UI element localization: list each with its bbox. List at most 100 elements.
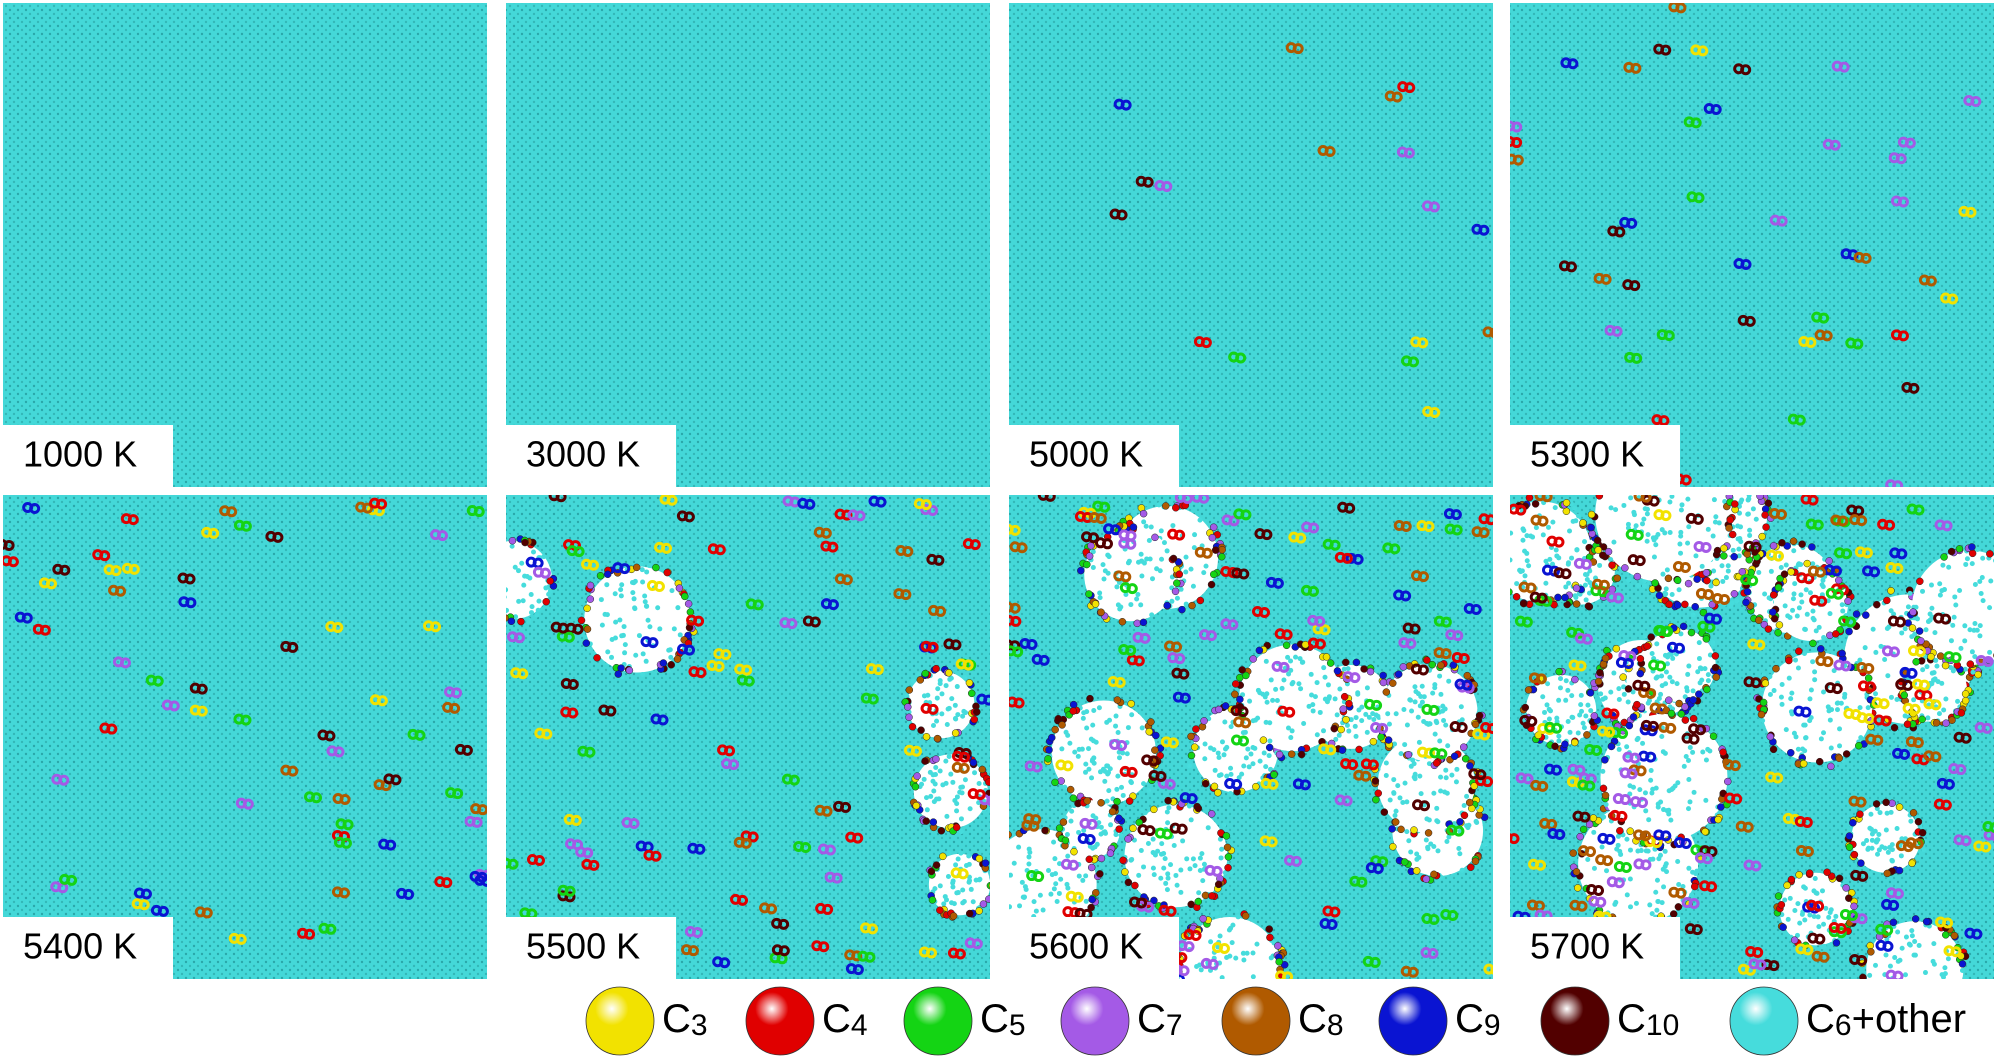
ring: [1116, 209, 1128, 221]
atom: [1083, 898, 1089, 904]
ring-atom: [1612, 644, 1621, 653]
atom: [1141, 781, 1147, 787]
ring-atom: [1955, 545, 1964, 553]
atom: [1306, 703, 1312, 709]
atom: [1624, 892, 1630, 898]
ring-atom: [1174, 986, 1181, 993]
ring: [1461, 679, 1473, 691]
ring: [605, 705, 617, 717]
ring: [557, 622, 569, 634]
ring-atom: [973, 708, 981, 716]
atom: [1064, 831, 1070, 837]
ring: [1660, 44, 1672, 56]
atom: [1611, 670, 1617, 676]
ring: [1630, 62, 1642, 74]
atom: [1878, 643, 1884, 649]
ring-atom: [1275, 750, 1284, 759]
ring-atom: [1785, 656, 1793, 665]
ring-atom: [1459, 743, 1468, 751]
atom: [1789, 711, 1795, 717]
ring: [818, 941, 830, 953]
ring-atom: [951, 729, 960, 737]
atom: [906, 709, 912, 715]
ring-atom: [1207, 580, 1216, 589]
ring-atom: [1057, 777, 1065, 785]
ring: [1227, 619, 1239, 631]
atom: [1933, 657, 1939, 663]
ring-atom: [1337, 725, 1345, 734]
ring-atom: [1555, 667, 1563, 676]
ring: [788, 774, 800, 786]
atom: [1065, 885, 1071, 891]
ring-atom: [932, 755, 940, 763]
ring: [1512, 154, 1524, 166]
ring-atom: [1572, 868, 1581, 876]
ring: [152, 675, 164, 687]
ring: [1429, 406, 1441, 418]
ring: [1114, 677, 1126, 689]
ring-atom: [1372, 795, 1380, 804]
ring-atom: [1124, 835, 1132, 843]
ring: [441, 877, 453, 889]
atom: [586, 646, 592, 652]
atom: [1723, 738, 1729, 744]
atom: [1920, 588, 1926, 594]
atom: [1891, 611, 1897, 617]
ring-atom: [1787, 568, 1795, 576]
atom: [1186, 803, 1192, 809]
ring: [1349, 672, 1361, 684]
atom: [1168, 862, 1174, 868]
atom: [622, 642, 628, 648]
atom: [1514, 581, 1520, 587]
atom: [535, 607, 541, 613]
atom: [1097, 769, 1103, 775]
atom: [1686, 865, 1692, 871]
atom: [1049, 872, 1055, 878]
ring-atom: [1912, 658, 1920, 666]
ring: [1478, 527, 1490, 539]
atom: [1958, 645, 1964, 651]
atom: [1197, 517, 1203, 523]
ring: [1329, 906, 1341, 918]
ring-atom: [1852, 610, 1861, 618]
atom: [1669, 592, 1675, 598]
ring-atom: [1790, 936, 1799, 944]
atom: [1737, 510, 1743, 516]
ring: [1190, 930, 1202, 942]
ring-atom: [1070, 847, 1078, 856]
ring: [741, 664, 753, 676]
ring: [1829, 139, 1841, 151]
ring-atom: [932, 861, 941, 869]
ring-atom: [904, 703, 912, 711]
atom: [947, 676, 953, 682]
ring: [242, 798, 254, 810]
atom: [1812, 677, 1818, 683]
atom: [1827, 717, 1833, 723]
atom: [1204, 984, 1209, 989]
atom: [1635, 735, 1641, 741]
atom: [1556, 733, 1562, 739]
ring-atom: [1772, 664, 1780, 673]
ring-atom: [1799, 759, 1808, 768]
atom: [1464, 793, 1470, 799]
atom: [1959, 967, 1965, 973]
ring-atom: [975, 854, 984, 863]
atom: [1459, 867, 1465, 873]
ring: [1897, 196, 1909, 208]
atom: [1404, 722, 1410, 728]
atom: [1215, 750, 1221, 756]
atom: [1585, 702, 1591, 708]
ring: [1440, 616, 1452, 628]
ring-atom: [932, 664, 940, 673]
ring: [1352, 553, 1364, 565]
atom: [1473, 818, 1479, 824]
atom: [1693, 871, 1699, 877]
ring: [804, 498, 816, 510]
ring-atom: [663, 568, 671, 577]
atom: [1826, 914, 1832, 920]
ring-atom: [506, 614, 509, 622]
ring-atom: [1222, 832, 1231, 840]
atom: [1054, 899, 1060, 905]
atom: [599, 622, 605, 628]
atom: [961, 708, 967, 714]
